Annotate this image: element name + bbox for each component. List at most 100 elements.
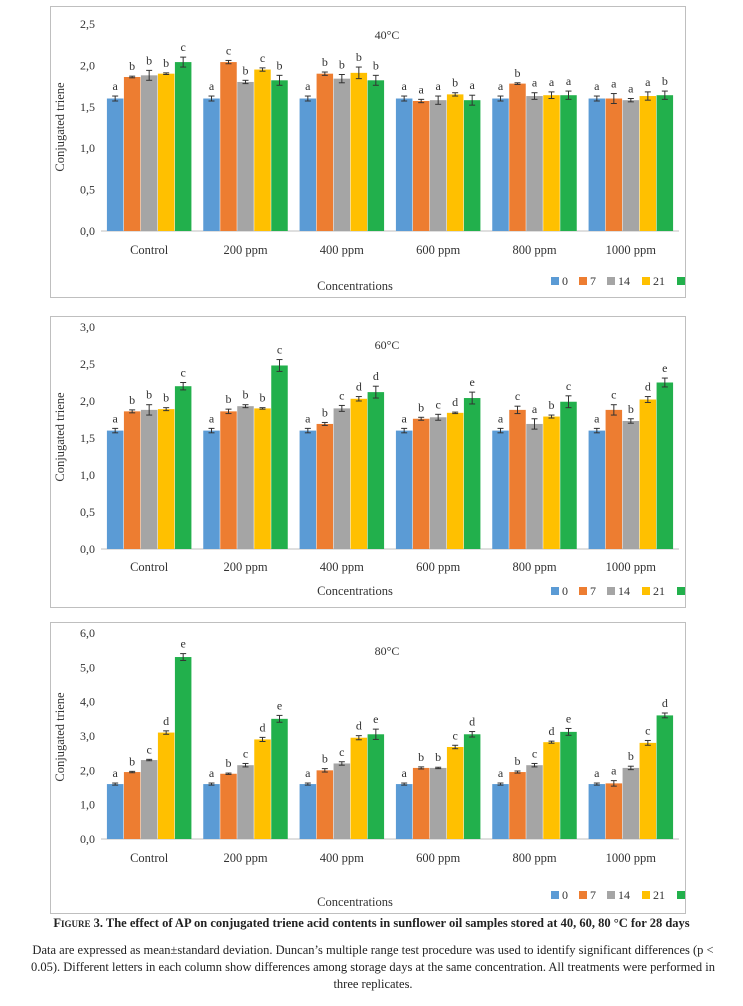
significance-letter: a xyxy=(209,411,215,425)
bar xyxy=(157,409,175,549)
significance-letter: c xyxy=(339,388,344,402)
bar xyxy=(333,78,351,231)
significance-letter: a xyxy=(402,766,408,780)
x-tick-label: 400 ppm xyxy=(320,243,364,257)
significance-letter: d xyxy=(163,714,169,728)
significance-letter: a xyxy=(645,75,651,89)
chart-title: 40°C xyxy=(375,28,400,42)
bar xyxy=(123,76,141,231)
significance-letter: a xyxy=(611,77,617,91)
significance-letter: b xyxy=(373,58,379,72)
significance-letter: b xyxy=(662,74,668,88)
bar xyxy=(526,96,543,231)
bar xyxy=(588,784,606,839)
significance-letter: c xyxy=(453,728,458,742)
significance-letter: b xyxy=(356,50,362,64)
bar-chart-60c: 0,0 0,5 1,0 1,5 2,0 2,5 3,0 60°C Conjugated trie… xyxy=(53,320,685,598)
chart-panel-80c: 0,0 1,0 2,0 3,0 4,0 5,0 6,0 80°C Conjugated trie… xyxy=(50,622,686,914)
bar xyxy=(463,100,481,232)
legend-swatch xyxy=(607,277,615,285)
bar xyxy=(254,69,271,231)
x-tick-label: 200 ppm xyxy=(223,560,267,574)
bar xyxy=(560,95,577,231)
bar xyxy=(123,772,141,839)
significance-letter: a xyxy=(611,764,617,778)
x-tick-label: 600 ppm xyxy=(416,243,460,257)
bar xyxy=(367,80,385,231)
bar xyxy=(333,763,351,839)
bar xyxy=(316,423,334,549)
bar xyxy=(237,406,254,549)
significance-letter: a xyxy=(113,411,119,425)
significance-letter: b xyxy=(243,63,249,77)
y-tick-label: 0,5 xyxy=(80,505,95,519)
bar xyxy=(237,765,254,839)
bar xyxy=(543,742,560,839)
bar xyxy=(106,98,124,232)
chart-title: 60°C xyxy=(375,338,400,352)
significance-letter: a xyxy=(594,79,600,93)
y-tick-label: 1,0 xyxy=(80,468,95,482)
y-tick-label: 3,0 xyxy=(80,320,95,334)
significance-letter: b xyxy=(129,393,135,407)
legend-label: 14 xyxy=(618,888,630,902)
significance-letter: b xyxy=(322,752,328,766)
x-tick-label: 400 ppm xyxy=(320,560,364,574)
significance-letter: a xyxy=(594,411,600,425)
bar-chart-40c: 0,0 0,5 1,0 1,5 2,0 2,5 40°C Conjugated triene C… xyxy=(53,17,685,293)
significance-letter: a xyxy=(436,79,442,93)
legend-label: 21 xyxy=(653,274,665,288)
bar xyxy=(395,430,413,549)
y-tick-label: 1,0 xyxy=(80,141,95,155)
legend-swatch xyxy=(607,891,615,899)
legend-swatch xyxy=(677,587,685,595)
significance-letter: a xyxy=(628,82,634,96)
significance-letter: d xyxy=(662,696,668,710)
bar xyxy=(395,784,413,839)
significance-letter: a xyxy=(498,79,504,93)
figure-note: Data are expressed as mean±standard devi… xyxy=(30,943,716,991)
significance-letter: a xyxy=(498,411,504,425)
y-tick-label: 4,0 xyxy=(80,695,95,709)
significance-letter: d xyxy=(260,720,266,734)
bar xyxy=(412,767,430,839)
bar xyxy=(492,98,509,232)
x-tick-label: 200 ppm xyxy=(223,851,267,865)
bar xyxy=(174,386,192,549)
figure-caption: Figure 3. The effect of AP on conjugated… xyxy=(0,916,743,931)
x-axis-label: Concentrations xyxy=(317,279,393,293)
bar xyxy=(174,62,192,232)
bar xyxy=(140,75,158,231)
significance-letter: c xyxy=(181,366,186,380)
bar xyxy=(656,95,674,231)
legend-swatch xyxy=(642,587,650,595)
bar xyxy=(316,770,334,839)
x-tick-label: 600 ppm xyxy=(416,851,460,865)
bar xyxy=(350,737,368,839)
y-tick-label: 0,5 xyxy=(80,183,95,197)
legend-label: 21 xyxy=(653,888,665,902)
bar xyxy=(543,416,560,549)
bar xyxy=(299,784,317,839)
bar xyxy=(639,399,657,549)
x-tick-label: 600 ppm xyxy=(416,560,460,574)
significance-letter: a xyxy=(498,766,504,780)
bar xyxy=(174,657,192,839)
chart-panel-60c: 0,0 0,5 1,0 1,5 2,0 2,5 3,0 60°C Conjugated trie… xyxy=(50,316,686,608)
significance-letter: c xyxy=(611,388,616,402)
legend-swatch xyxy=(551,891,559,899)
significance-letter: c xyxy=(243,746,248,760)
significance-letter: b xyxy=(129,59,135,73)
bar xyxy=(106,784,124,839)
significance-letter: d xyxy=(645,380,651,394)
significance-letter: b xyxy=(628,402,634,416)
significance-letter: a xyxy=(549,75,555,89)
bar xyxy=(526,423,543,549)
bar xyxy=(446,94,464,231)
bar xyxy=(429,100,447,232)
bar xyxy=(509,83,526,231)
bar xyxy=(492,784,509,839)
x-tick-label: Control xyxy=(130,243,169,257)
bar xyxy=(316,73,334,232)
significance-letter: d xyxy=(356,719,362,733)
